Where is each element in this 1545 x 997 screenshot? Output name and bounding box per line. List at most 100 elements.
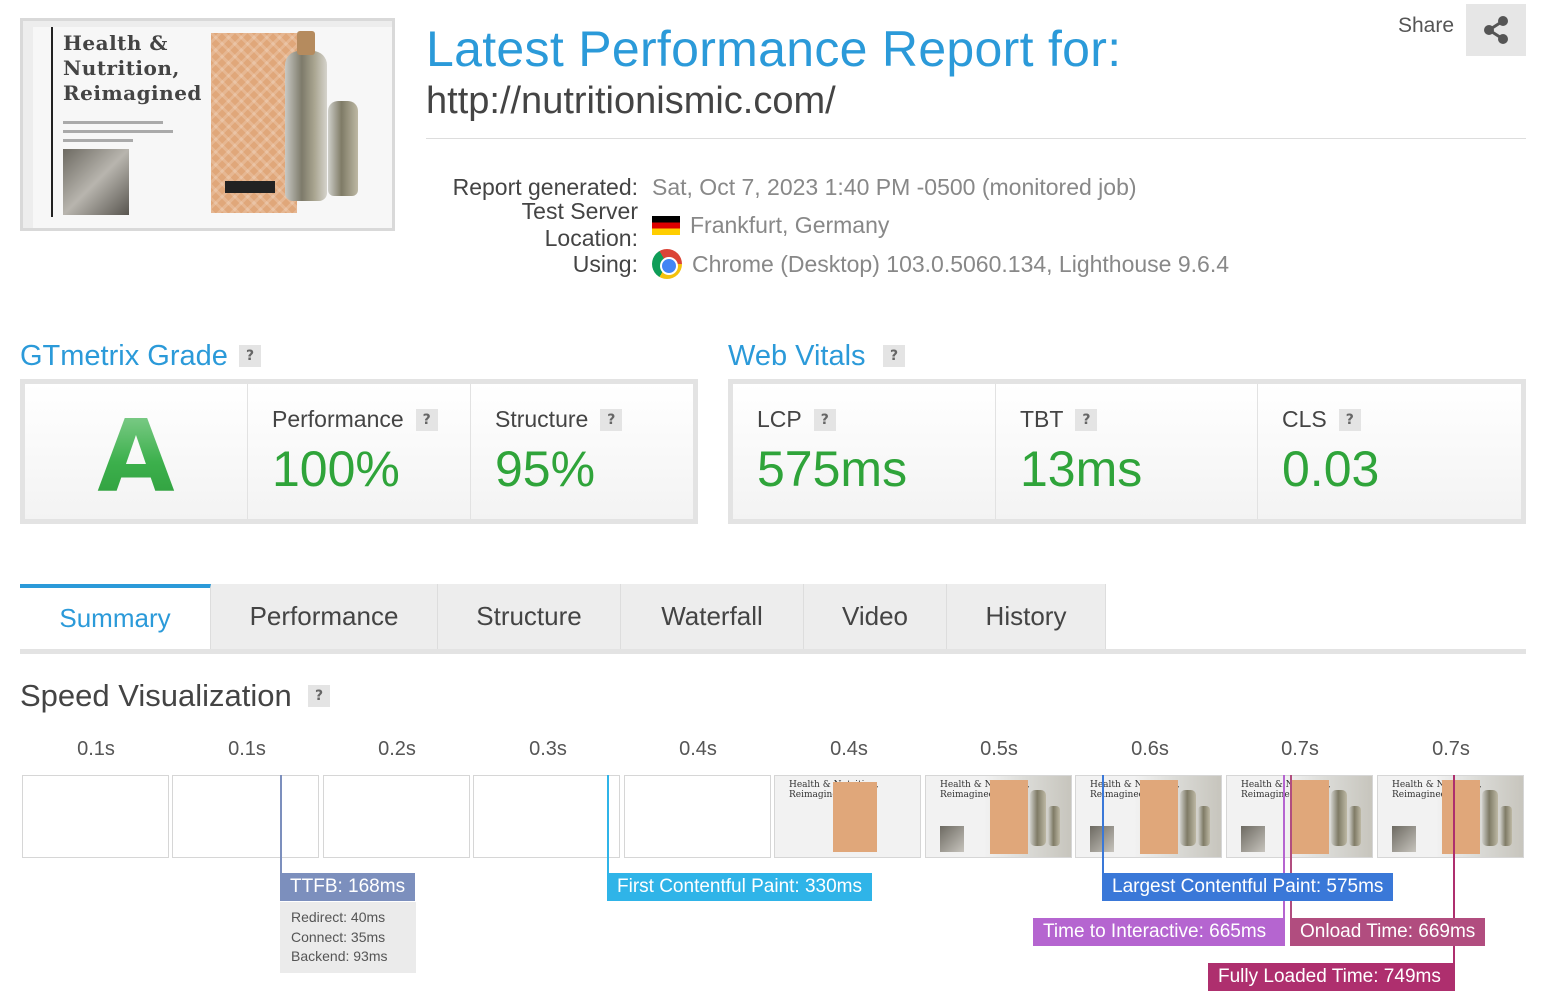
grade-title: GTmetrix Grade [20,340,228,372]
frame-card [1442,780,1480,854]
share-button[interactable] [1466,4,1526,56]
performance-label: Performance [272,406,404,432]
timeline-tick: 0.5s [980,738,1018,760]
using-value: Chrome (Desktop) 103.0.5060.134, Lightho… [692,250,1230,277]
timeline-tick: 0.4s [830,738,868,760]
meta-report-generated: Report generated: Sat, Oct 7, 2023 1:40 … [426,172,1137,202]
share-label[interactable]: Share [1398,14,1455,37]
timeline-tick: 0.3s [529,738,567,760]
structure-value: 95% [495,441,596,497]
grade-cell: A [25,384,248,519]
lcp-label: LCP [757,406,802,432]
filmstrip-frame[interactable]: Health & Nutrition, Reimagined [1075,775,1222,858]
tab-performance[interactable]: Performance [211,584,438,649]
site-thumbnail: Health & Nutrition, Reimagined [20,18,395,231]
tbt-value: 13ms [1020,441,1143,497]
structure-cell: Structure? 95% [471,384,693,519]
thumbnail-card [211,33,297,213]
speed-help-icon[interactable]: ? [308,685,330,707]
lcp-value: 575ms [757,441,908,497]
ttfb-breakdown: Redirect: 40ms Connect: 35ms Backend: 93… [280,902,416,973]
frame-jar [1180,790,1196,846]
ttfb-backend: Backend: 93ms [291,948,388,964]
timeline-tick: 0.7s [1281,738,1319,760]
grade-help-icon[interactable]: ? [239,345,261,367]
ttfb-marker-line [280,775,282,875]
timeline-tick: 0.6s [1131,738,1169,760]
filmstrip-frame[interactable] [473,775,620,858]
filmstrip-frame[interactable] [323,775,470,858]
tbt-label: TBT [1020,406,1064,432]
fully-loaded-marker-line [1453,775,1455,965]
onload-marker-line [1290,775,1292,920]
filmstrip-frame[interactable] [22,775,169,858]
thumbnail-title: Health & Nutrition, Reimagined [63,31,202,105]
ttfb-connect: Connect: 35ms [291,928,386,945]
filmstrip-frame[interactable] [624,775,771,858]
filmstrip-frame[interactable] [172,775,319,858]
frame-photo [1392,826,1416,852]
frame-jar-small [1048,806,1060,846]
ttfb-marker-label: TTFB: 168ms [280,873,416,901]
tab-video[interactable]: Video [804,584,947,649]
cls-value: 0.03 [1282,441,1380,497]
report-tabs: Summary Performance Structure Waterfall … [20,584,1526,654]
web-vitals-box: LCP? 575ms TBT? 13ms CLS? 0.03 [728,379,1526,524]
timeline-tick: 0.7s [1432,738,1470,760]
performance-value: 100% [272,441,400,497]
cls-label: CLS [1282,406,1327,432]
frame-card [833,782,877,852]
web-vitals-help-icon[interactable]: ? [883,345,905,367]
structure-label: Structure [495,406,589,432]
header-divider [426,138,1526,139]
thumbnail-text-lines [63,121,173,148]
structure-help-icon[interactable]: ? [600,408,623,431]
tab-summary[interactable]: Summary [20,584,211,649]
tbt-help-icon[interactable]: ? [1075,408,1098,431]
frame-photo [1241,826,1265,852]
germany-flag-icon [652,215,680,235]
thumbnail-photo [63,149,129,215]
cls-help-icon[interactable]: ? [1338,408,1361,431]
location-value: Frankfurt, Germany [690,211,890,238]
page-title: Latest Performance Report for: [426,21,1122,77]
frame-jar [1030,790,1046,846]
lcp-help-icon[interactable]: ? [813,408,836,431]
meta-using: Using: Chrome (Desktop) 103.0.5060.134, … [426,249,1229,279]
fully-loaded-marker-label: Fully Loaded Time: 749ms [1208,963,1455,991]
frame-card [1291,780,1329,854]
timeline-tick: 0.4s [679,738,717,760]
meta-location: Test Server Location: Frankfurt, Germany [426,198,890,251]
frame-card [990,780,1028,854]
thumbnail-rule [51,27,53,217]
lcp-marker-label: Largest Contentful Paint: 575ms [1102,873,1394,901]
onload-marker-label: Onload Time: 669ms [1290,918,1486,946]
share-icon [1484,16,1508,44]
tab-structure[interactable]: Structure [438,584,621,649]
timeline-tick: 0.2s [378,738,416,760]
grade-box: A Performance? 100% Structure? 95% [20,379,698,524]
fcp-marker-label: First Contentful Paint: 330ms [607,873,872,901]
timeline-tick: 0.1s [77,738,115,760]
tti-marker-label: Time to Interactive: 665ms [1033,918,1285,946]
filmstrip-frame[interactable]: Health & Nutrition, Reimagined [1226,775,1373,858]
performance-help-icon[interactable]: ? [415,408,438,431]
tab-history[interactable]: History [947,584,1106,649]
speed-visualization-title: Speed Visualization [20,678,292,713]
tbt-cell: TBT? 13ms [996,384,1258,519]
tab-waterfall[interactable]: Waterfall [621,584,804,649]
location-label: Test Server Location: [521,198,638,251]
filmstrip-frame[interactable]: Health & Nutrition, Reimagined [774,775,921,858]
ttfb-redirect: Redirect: 40ms [291,909,386,925]
filmstrip-frame[interactable]: Health & Nutrition, Reimagined [1377,775,1524,858]
frame-jar-small [1198,806,1210,846]
cls-cell: CLS? 0.03 [1258,384,1521,519]
using-label: Using: [572,250,638,277]
thumbnail-jar [285,31,327,201]
filmstrip-frame[interactable]: Health & Nutrition, Reimagined [925,775,1072,858]
thumbnail-shop-button [225,181,275,193]
lcp-cell: LCP? 575ms [733,384,996,519]
report-url[interactable]: http://nutritionismic.com/ [426,80,836,122]
frame-jar [1331,790,1347,846]
report-generated-value: Sat, Oct 7, 2023 1:40 PM -0500 (monitore… [652,173,1137,200]
